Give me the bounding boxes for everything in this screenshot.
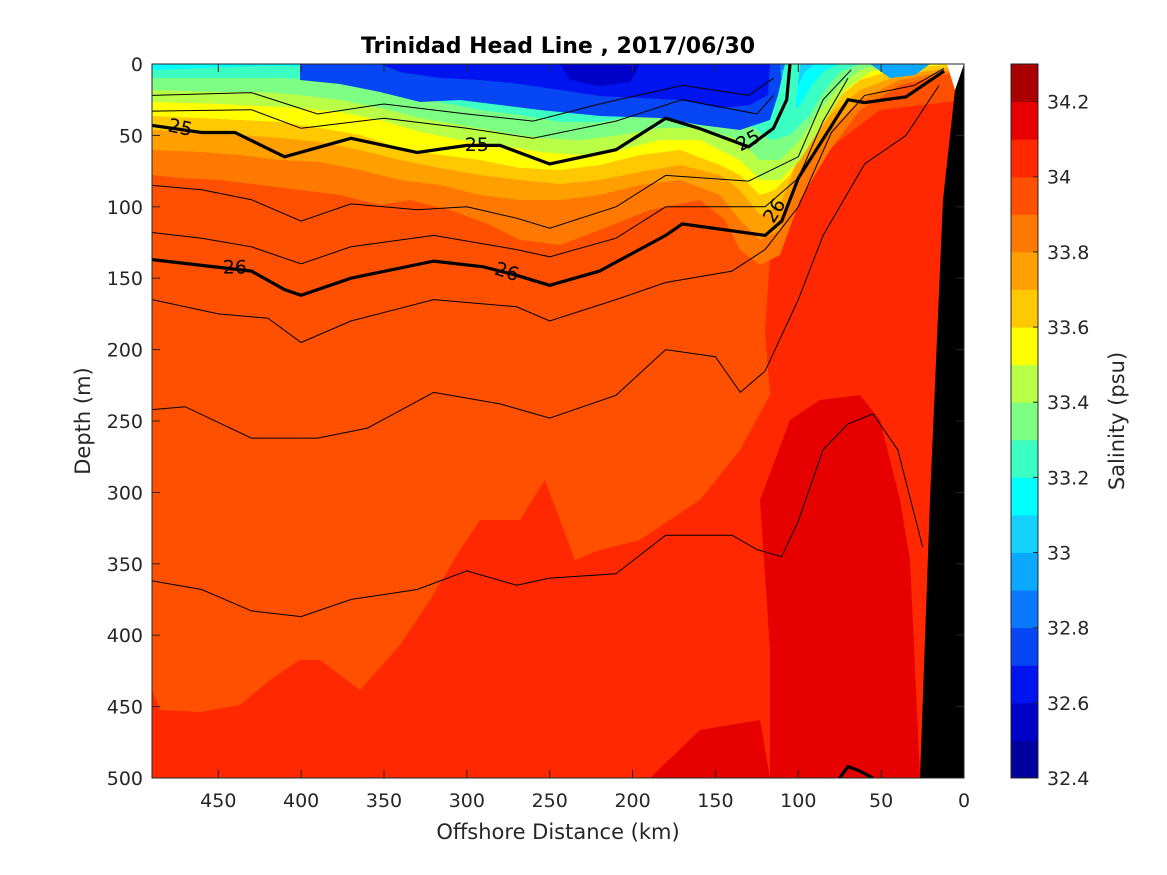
colorbar-swatch-32.7 <box>1011 627 1038 666</box>
colorbar-ticks: 32.4 32.6 32.8 33 33.2 33.4 33.6 33.8 34 34.2 <box>1033 92 1089 790</box>
plot-area <box>152 64 964 778</box>
colorbar-swatch-33.6 <box>1011 289 1038 328</box>
contour-line-2 <box>152 69 852 229</box>
contour-line-1 <box>152 95 774 139</box>
colorbar-swatch-33.7 <box>1011 251 1038 290</box>
chart-title: Trinidad Head Line , 2017/06/30 <box>361 34 755 59</box>
y-tick-label: 350 <box>107 554 143 576</box>
y-tick-label: 450 <box>107 697 143 719</box>
y-tick-label: 400 <box>107 625 143 647</box>
seafloor-mask <box>920 64 964 778</box>
colorbar-swatch-33.5 <box>1011 327 1038 366</box>
x-tick-label: 400 <box>283 790 319 812</box>
x-tick-label: 50 <box>869 790 893 812</box>
colorbar-swatch-33.2 <box>1011 439 1038 478</box>
colorbar-frame <box>1010 63 1039 779</box>
x-tick-label: 150 <box>697 790 733 812</box>
colorbar-swatch-33.4 <box>1011 364 1038 403</box>
colorbar-tick-label: 33.2 <box>1047 467 1089 489</box>
contour-line-5 <box>152 85 940 439</box>
y-tick-label: 250 <box>107 411 143 433</box>
colorbar-swatch-32.4 <box>1011 740 1038 779</box>
x-tick-label: 200 <box>614 790 650 812</box>
contour-line-3 <box>152 78 849 265</box>
colorbar-swatch-33.8 <box>1011 214 1038 253</box>
nearshore-blank <box>947 64 964 90</box>
isopycnal-25 <box>152 64 792 166</box>
x-tick-label: 0 <box>958 790 970 812</box>
colorbar-swatch-34 <box>1011 139 1038 178</box>
colorbar-swatch-32.9 <box>1011 552 1038 591</box>
contour-line-4 <box>152 67 945 344</box>
colorbar-tick-label: 33.6 <box>1047 317 1089 339</box>
y-axis: 0 50 100 150 200 250 300 350 400 450 500 <box>107 54 964 790</box>
colorbar-swatch-33.9 <box>1011 176 1038 215</box>
x-axis: 450 400 350 300 250 200 150 100 50 0 <box>200 64 970 812</box>
salinity-band-coastal-surface <box>870 64 930 78</box>
colorbar-tick-label: 34 <box>1047 167 1071 189</box>
y-tick-label: 100 <box>107 197 143 219</box>
colorbar-tick-label: 32.4 <box>1047 768 1089 790</box>
colorbar-tick-label: 32.6 <box>1047 693 1089 715</box>
colorbar-swatch-32.6 <box>1011 665 1038 704</box>
colorbar-tick-label: 33.8 <box>1047 242 1089 264</box>
x-tick-label: 350 <box>366 790 402 812</box>
x-tick-label: 250 <box>532 790 568 812</box>
colorbar-swatch-32.5 <box>1011 702 1038 741</box>
contour-line-6 <box>152 413 924 618</box>
isopycnal-deep <box>838 764 874 778</box>
colorbar-swatch-33.3 <box>1011 402 1038 441</box>
salinity-band-32.5 <box>560 64 640 86</box>
y-tick-label: 200 <box>107 340 143 362</box>
colorbar-tick-label: 33.4 <box>1047 392 1089 414</box>
x-tick-label: 450 <box>200 790 236 812</box>
y-tick-label: 500 <box>107 768 143 790</box>
contour-label-26-a: 26 <box>223 257 247 279</box>
colorbar-tick-label: 32.8 <box>1047 618 1089 640</box>
y-tick-label: 150 <box>107 268 143 290</box>
salinity-band-32.6 <box>380 64 770 108</box>
x-tick-label: 100 <box>780 790 816 812</box>
contour-label-25-b: 25 <box>465 134 489 156</box>
colorbar-swatch-33.1 <box>1011 477 1038 516</box>
salinity-band-34.2-slope <box>650 64 964 778</box>
colorbar-swatch-34.2 <box>1011 64 1038 103</box>
colorbar <box>1011 64 1038 779</box>
colorbar-swatch-34.1 <box>1011 101 1038 140</box>
contour-label-25-a: 25 <box>166 114 194 141</box>
colorbar-tick-label: 34.2 <box>1047 92 1089 114</box>
x-axis-label: Offshore Distance (km) <box>436 820 679 844</box>
contour-line-0 <box>152 77 774 122</box>
colorbar-label: Salinity (psu) <box>1105 352 1129 490</box>
thin-contour-lines <box>152 67 945 618</box>
y-tick-label: 0 <box>131 54 143 76</box>
labelled-contour-lines <box>152 64 945 778</box>
colorbar-tick-label: 33 <box>1047 543 1071 565</box>
y-tick-label: 300 <box>107 482 143 504</box>
colorbar-swatch-33 <box>1011 514 1038 554</box>
isopycnal-26 <box>152 69 945 297</box>
y-axis-label: Depth (m) <box>71 367 95 474</box>
y-tick-label: 50 <box>119 125 143 147</box>
x-tick-label: 300 <box>449 790 485 812</box>
colorbar-swatch-32.8 <box>1011 590 1038 629</box>
